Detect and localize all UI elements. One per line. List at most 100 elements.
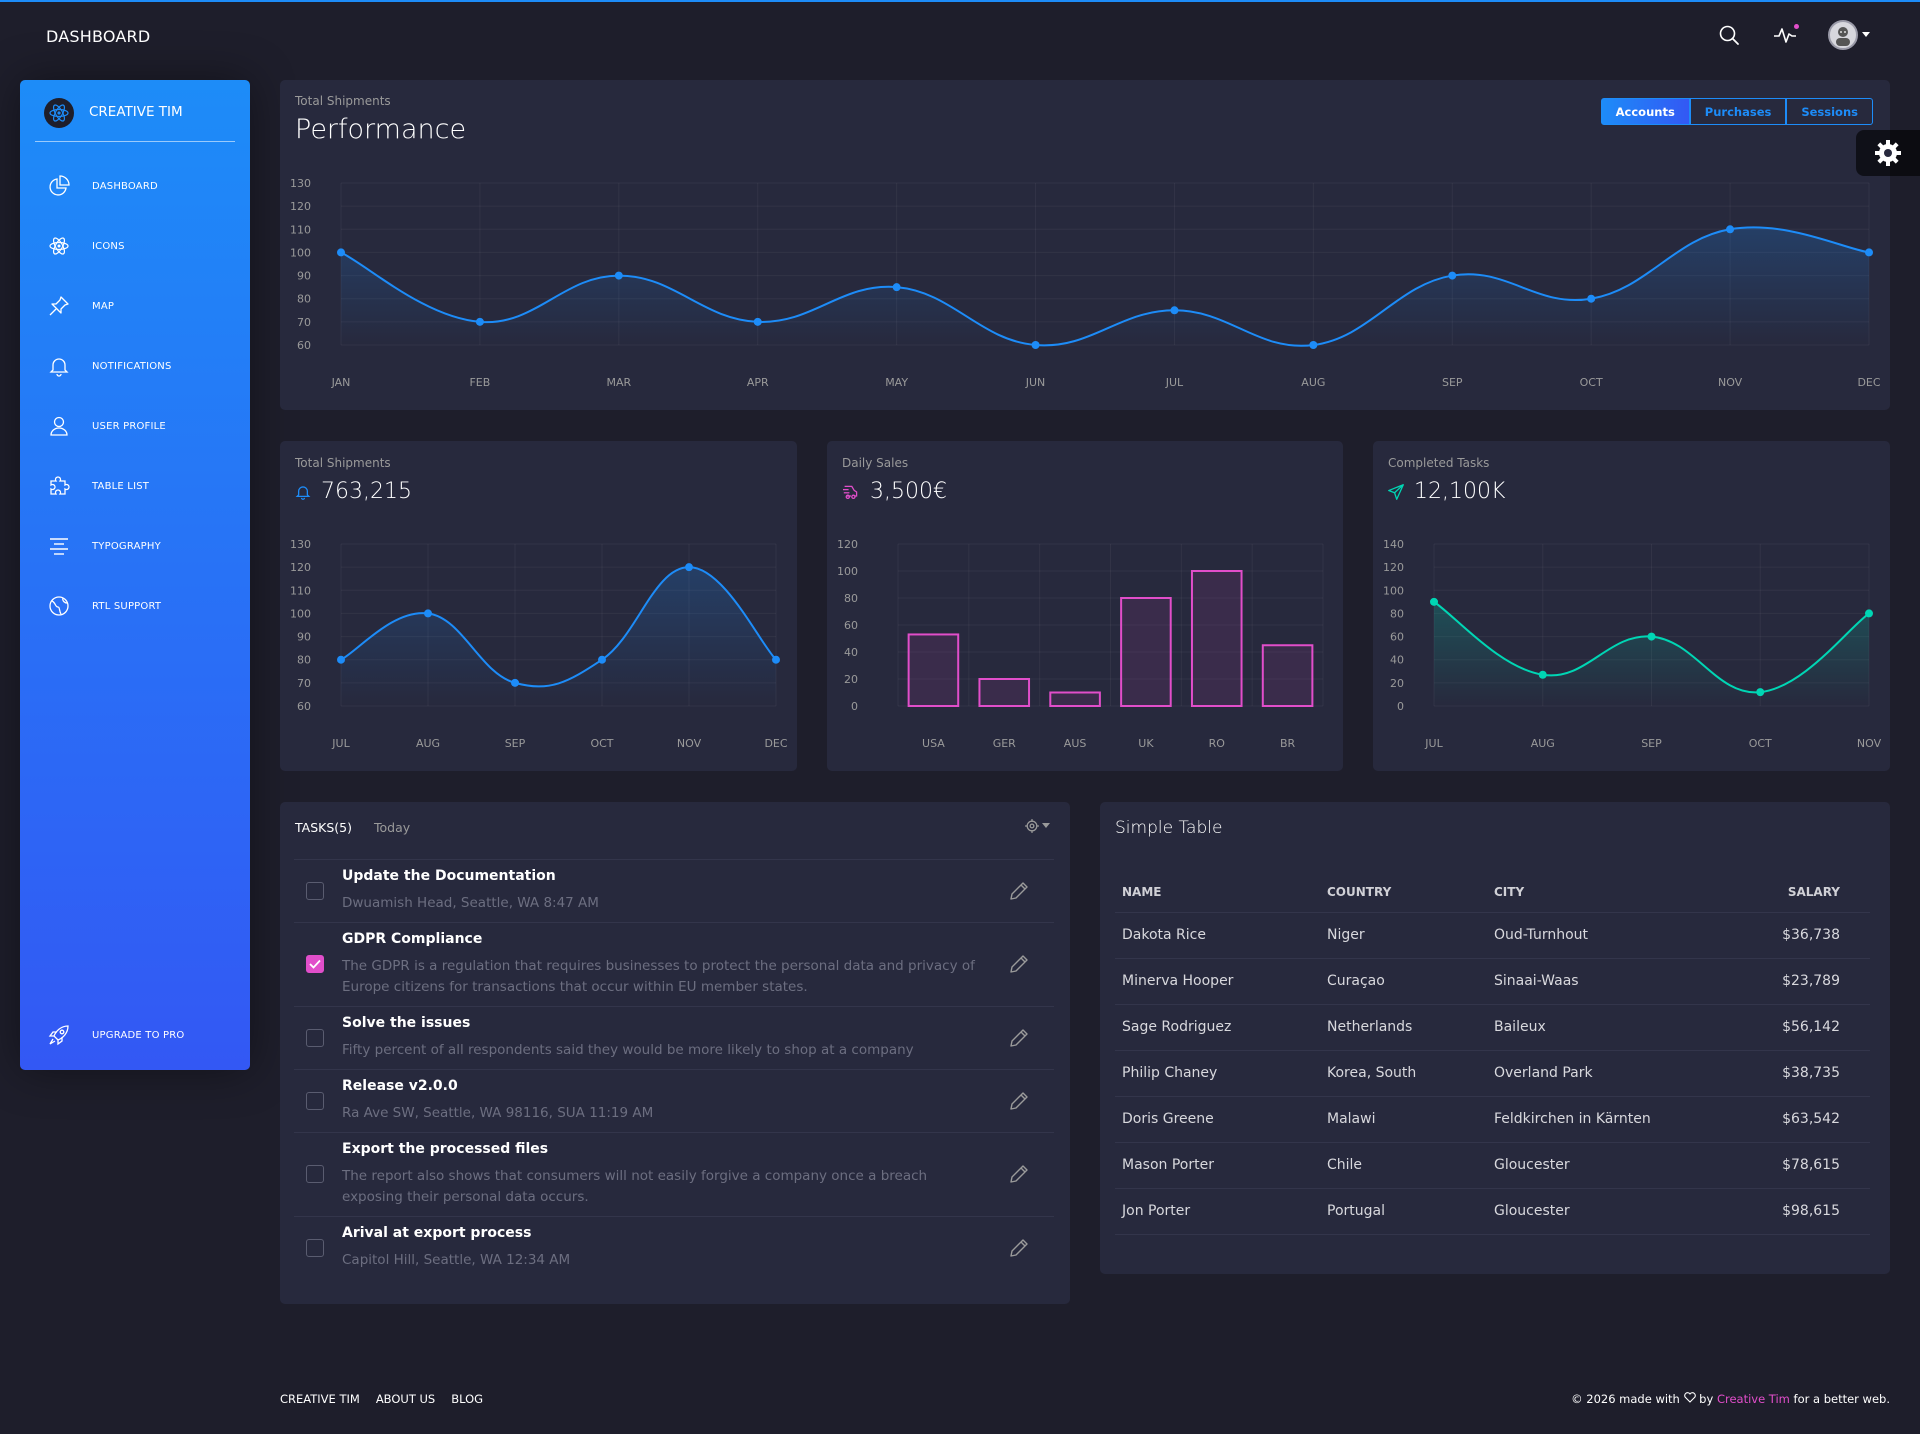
x-tick-label: MAR <box>606 376 631 389</box>
x-tick-label: NOV <box>677 737 702 750</box>
x-tick-label: NOV <box>1857 737 1882 750</box>
cell-salary: $38,735 <box>1733 1050 1870 1097</box>
y-tick-label: 80 <box>297 654 311 667</box>
cell-city: Sinaai-Waas <box>1487 958 1734 1005</box>
tab-purchases[interactable]: Purchases <box>1689 98 1787 125</box>
task-checkbox[interactable] <box>306 955 324 973</box>
daily-sales-card: Daily Sales 3,500€ 0 20 40 60 80 100 120 USA GER… <box>827 441 1343 771</box>
task-checkbox[interactable] <box>306 882 324 900</box>
pencil-icon[interactable] <box>1008 1027 1030 1049</box>
activity-icon[interactable] <box>1772 22 1799 48</box>
card-value: 763,215 <box>321 479 412 504</box>
cell-city: Feldkirchen in Kärnten <box>1487 1096 1734 1143</box>
navbar: DASHBOARD <box>0 2 1920 72</box>
task-row: GDPR Compliance The GDPR is a regulation… <box>294 922 1054 1006</box>
navbar-brand[interactable]: DASHBOARD <box>46 27 151 46</box>
card-value-row: 763,215 <box>295 479 412 504</box>
card-value-row: 12,100K <box>1388 479 1505 504</box>
cell-name: Minerva Hooper <box>1115 958 1320 1005</box>
cell-salary: $56,142 <box>1733 1004 1870 1051</box>
send-icon <box>1388 483 1404 500</box>
sidebar-item-upgrade-to-pro[interactable]: UPGRADE TO PRO <box>46 1020 236 1050</box>
x-tick-label: SEP <box>1442 376 1463 389</box>
creative-tim-link[interactable]: Creative Tim <box>1716 1392 1790 1406</box>
sidebar-item-dashboard[interactable]: DASHBOARD <box>46 171 236 201</box>
y-tick-label: 20 <box>844 673 858 686</box>
task-checkbox[interactable] <box>306 1092 324 1110</box>
user-dropdown[interactable] <box>1828 20 1870 50</box>
sidebar-item-icons[interactable]: ICONS <box>46 231 236 261</box>
pencil-icon[interactable] <box>1008 1237 1030 1259</box>
table-header-row: NAME COUNTRY CITY SALARY <box>1115 872 1870 913</box>
card-category: Total Shipments <box>295 94 391 108</box>
puzzle-icon <box>46 473 72 499</box>
pencil-icon[interactable] <box>1008 1163 1030 1185</box>
task-row: Update the Documentation Dwuamish Head, … <box>294 859 1054 922</box>
pencil-icon[interactable] <box>1008 953 1030 975</box>
y-tick-label: 80 <box>297 293 311 306</box>
card-value: 12,100K <box>1414 479 1506 504</box>
sidebar-item-table-list[interactable]: TABLE LIST <box>46 471 236 501</box>
footer-link-blog[interactable]: BLOG <box>451 1392 484 1406</box>
cell-city: Gloucester <box>1487 1188 1734 1235</box>
y-tick-label: 80 <box>844 592 858 605</box>
sidebar-item-label: TABLE LIST <box>92 480 150 492</box>
y-tick-label: 110 <box>290 223 311 236</box>
cell-salary: $63,542 <box>1733 1096 1870 1143</box>
task-checkbox[interactable] <box>306 1029 324 1047</box>
sidebar-item-typography[interactable]: TYPOGRAPHY <box>46 531 236 561</box>
y-tick-label: 140 <box>1383 538 1404 551</box>
tasks-settings-dropdown[interactable] <box>1024 818 1050 834</box>
task-row: Solve the issues Fifty percent of all re… <box>294 1006 1054 1069</box>
task-title: Solve the issues <box>342 1015 471 1031</box>
sidebar-brand[interactable]: CREATIVE TIM <box>89 104 183 120</box>
y-tick-label: 100 <box>1383 584 1404 597</box>
pencil-icon[interactable] <box>1008 880 1030 902</box>
sidebar-item-label: USER PROFILE <box>92 420 166 432</box>
task-checkbox[interactable] <box>306 1165 324 1183</box>
data-point <box>1865 248 1873 257</box>
tab-sessions[interactable]: Sessions <box>1786 98 1873 125</box>
completed-tasks-line-chart: 0 20 40 60 80 100 120 140 JUL AUG SEP OCT NOV <box>1383 538 1882 750</box>
sidebar-item-rtl-support[interactable]: RTL SUPPORT <box>46 591 236 621</box>
table-row: Mason Porter Chile Gloucester $78,615 <box>1115 1142 1870 1189</box>
sidebar-item-label: MAP <box>92 300 115 312</box>
world-icon <box>46 593 72 619</box>
task-checkbox[interactable] <box>306 1239 324 1257</box>
bell-icon <box>295 485 311 500</box>
footer-link-creative-tim[interactable]: CREATIVE TIM <box>280 1392 360 1406</box>
x-tick-label: AUG <box>416 737 440 750</box>
sidebar-item-map[interactable]: MAP <box>46 291 236 321</box>
sidebar-item-user-profile[interactable]: USER PROFILE <box>46 411 236 441</box>
data-point <box>1647 632 1656 641</box>
bar <box>1049 691 1101 707</box>
performance-line-chart: 60 70 80 90 100 110 120 130 JAN FEB MAR APR MAY JUN JU… <box>290 177 1881 389</box>
data-point <box>685 563 693 572</box>
tab-accounts[interactable]: Accounts <box>1600 98 1690 125</box>
sidebar-item-notifications[interactable]: NOTIFICATIONS <box>46 351 236 381</box>
data-point <box>892 283 901 292</box>
y-tick-label: 40 <box>1390 654 1404 667</box>
search-icon[interactable] <box>1716 22 1742 48</box>
series-area <box>341 567 776 706</box>
data-point <box>337 655 345 664</box>
x-tick-label: AUG <box>1531 737 1555 750</box>
react-logo-icon[interactable] <box>44 98 74 128</box>
data-point <box>1587 294 1596 303</box>
data-point <box>772 655 780 664</box>
top-accent-line <box>0 0 1920 2</box>
cell-city: Baileux <box>1487 1004 1734 1051</box>
daily-sales-bar-chart: 0 20 40 60 80 100 120 USA GER AUS UK RO BR <box>837 538 1324 750</box>
y-tick-label: 80 <box>1390 607 1404 620</box>
data-point <box>1031 341 1040 349</box>
card-value: 3,500€ <box>870 479 947 504</box>
simple-table-card: Simple Table NAME COUNTRY CITY SALARY Da… <box>1100 802 1890 1274</box>
avatar[interactable] <box>1828 20 1858 50</box>
y-tick-label: 60 <box>844 619 858 632</box>
sidebar-item-label: ICONS <box>92 240 125 252</box>
footer-link-about-us[interactable]: ABOUT US <box>375 1392 436 1406</box>
settings-gear-button[interactable] <box>1856 130 1920 176</box>
footer-links: CREATIVE TIM ABOUT US BLOG <box>280 1392 483 1406</box>
x-tick-label: FEB <box>469 376 490 389</box>
pencil-icon[interactable] <box>1008 1090 1030 1112</box>
